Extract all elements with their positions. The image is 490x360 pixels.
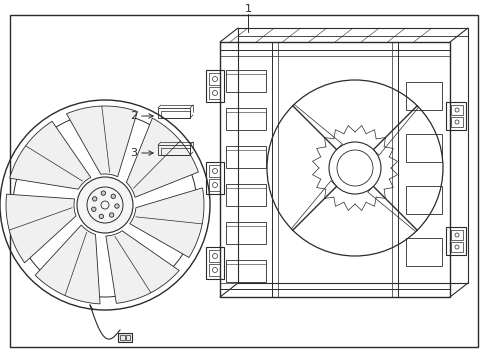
Text: 1: 1 [245,4,251,14]
Circle shape [101,191,105,195]
Circle shape [111,194,116,198]
Bar [120,335,125,340]
Bar [451,117,463,127]
Bar [406,186,442,214]
Bar [126,335,130,340]
Polygon shape [126,118,198,197]
Bar [238,28,468,283]
Polygon shape [10,121,91,189]
Polygon shape [67,106,138,177]
Bar [220,42,450,297]
Polygon shape [35,225,100,304]
Bar [451,230,463,240]
Bar [209,165,220,177]
Circle shape [93,197,97,201]
Bar [209,179,220,191]
Bar [158,108,190,118]
Bar [161,148,190,155]
Bar [451,242,463,252]
Circle shape [77,177,133,233]
Bar [206,70,224,102]
Bar [206,247,224,279]
Polygon shape [130,188,204,257]
Polygon shape [6,194,76,263]
Bar [226,108,266,130]
Bar [446,102,466,130]
Bar [451,105,463,115]
Circle shape [99,214,103,219]
Polygon shape [106,231,179,303]
Bar [209,73,220,85]
Bar [406,134,442,162]
Bar [226,222,266,244]
Bar [209,87,220,99]
Bar [158,145,190,155]
Circle shape [92,207,96,211]
Bar [226,184,266,206]
Bar [161,111,190,118]
Bar [209,264,220,276]
Bar [406,82,442,110]
Bar [226,70,266,92]
Text: 3: 3 [130,148,137,158]
Bar [206,162,224,194]
Bar [226,146,266,168]
Circle shape [115,204,119,208]
Bar [118,333,132,342]
Bar [226,260,266,282]
Text: 2: 2 [130,111,137,121]
Bar [209,250,220,262]
Bar [406,238,442,266]
Bar [446,227,466,255]
Circle shape [109,213,114,217]
